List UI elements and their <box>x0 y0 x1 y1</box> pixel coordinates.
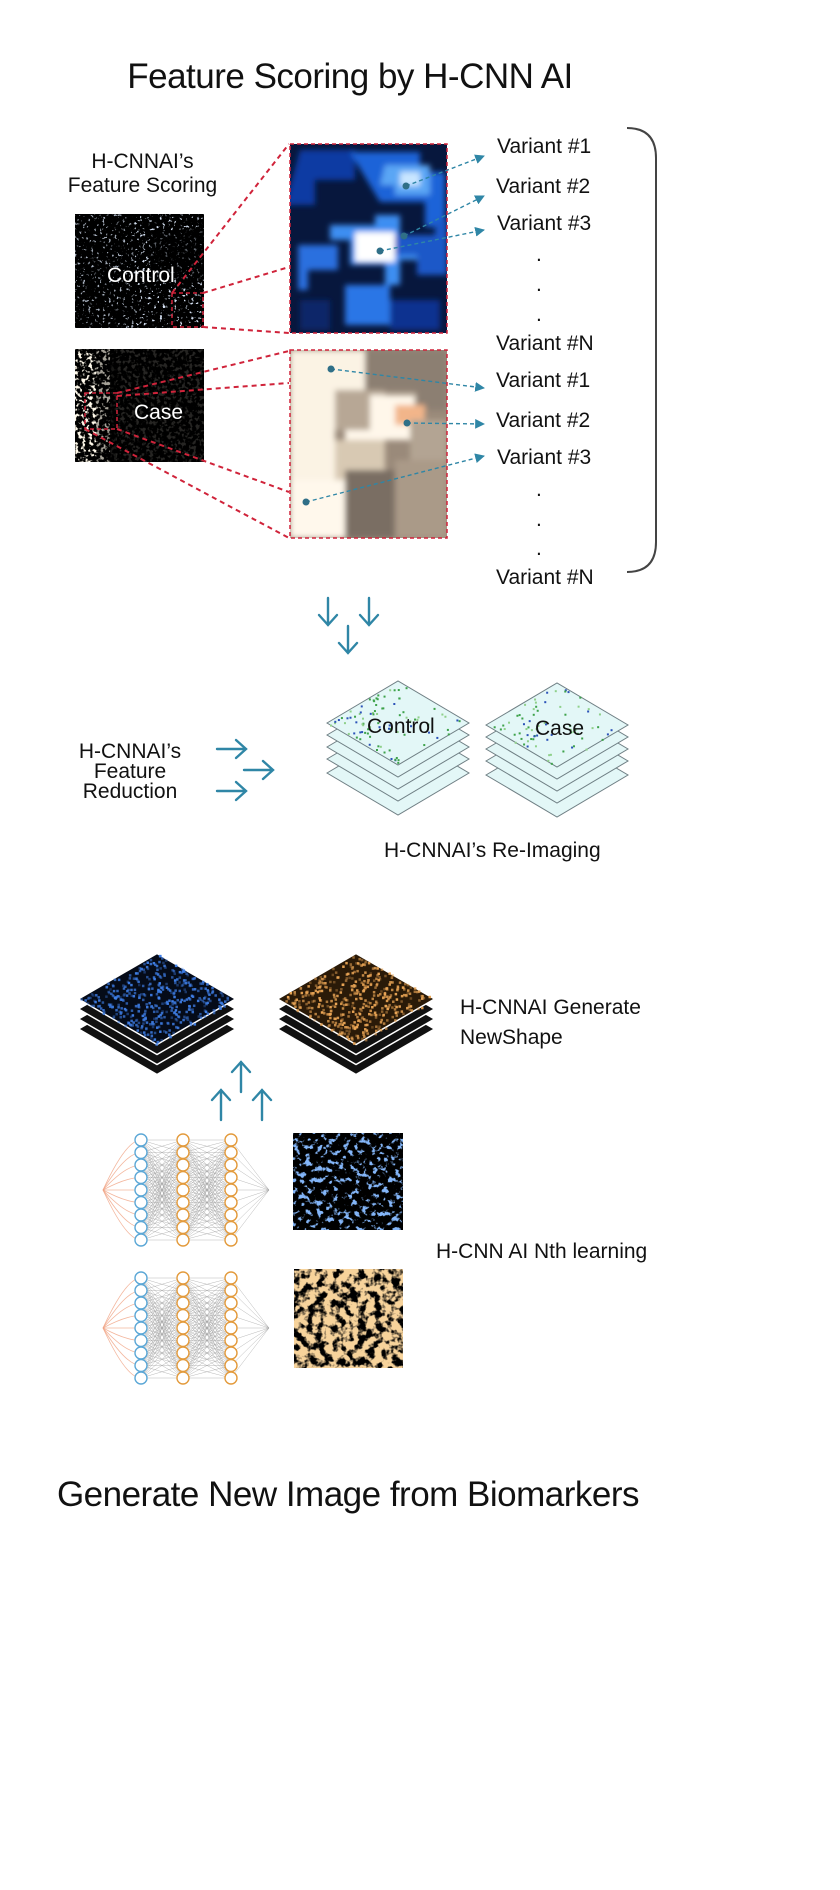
generate-label-line1: H-CNNAI Generate <box>460 996 641 1019</box>
stack-layer <box>326 680 470 766</box>
generated-amber-stack <box>276 952 436 1076</box>
control-variant-dot: . <box>536 243 542 266</box>
footer-title: Generate New Image from Biomarkers <box>56 1475 640 1514</box>
case-variant-dot: . <box>536 537 542 560</box>
right-arrow-icon <box>215 738 275 802</box>
up-arrow-icon <box>210 1060 273 1122</box>
case-variant-2: Variant #2 <box>496 409 591 432</box>
case-variant-dot: . <box>536 508 542 531</box>
down-arrow-icon <box>317 596 380 655</box>
amber-learning-image <box>294 1269 403 1368</box>
case-layer-stack <box>485 682 629 818</box>
reduction-label: H-CNNAI’s Feature Reduction <box>60 740 200 803</box>
control-variant-2: Variant #2 <box>496 175 591 198</box>
control-label: Control <box>107 264 175 287</box>
case-variant-n: Variant #N <box>496 566 594 589</box>
case-variant-1: Variant #1 <box>496 369 591 392</box>
scoring-label: H-CNNAI’s Feature Scoring <box>60 150 225 198</box>
stack-layer <box>485 682 629 768</box>
reduction-label-line1: H-CNNAI’s <box>78 740 182 763</box>
reduction-label-line3: Reduction <box>82 780 178 803</box>
blue-learning-image <box>293 1133 403 1230</box>
control-selection-box <box>171 292 204 328</box>
learning-label: H-CNN AI Nth learning <box>436 1240 648 1263</box>
stack-case-label: Case <box>535 717 585 740</box>
reduction-label-line2: Feature <box>93 760 167 783</box>
control-layer-stack <box>326 680 470 816</box>
control-variant-n: Variant #N <box>496 332 594 355</box>
variant-pointers <box>305 154 485 503</box>
control-variant-1: Variant #1 <box>497 135 592 158</box>
page-title: Feature Scoring by H-CNN AI <box>127 57 573 96</box>
case-thumbnail <box>75 349 204 462</box>
case-label: Case <box>134 401 184 424</box>
generated-blue-stack <box>77 952 237 1076</box>
variant-dots <box>302 182 411 506</box>
case-variant-dot: . <box>536 478 542 501</box>
control-thumbnail <box>75 214 204 328</box>
scoring-label-line2: Feature Scoring <box>67 174 218 197</box>
zoom-lines <box>84 143 290 539</box>
control-variant-dot: . <box>536 273 542 296</box>
generate-label: H-CNNAI Generate NewShape <box>460 993 641 1053</box>
case-variant-3: Variant #3 <box>497 446 592 469</box>
control-variant-dot: . <box>536 303 542 326</box>
stack-control-label: Control <box>367 715 435 738</box>
neural-network-icon <box>102 1271 270 1385</box>
case-selection-box <box>84 392 118 430</box>
neural-network-icon <box>102 1133 270 1247</box>
control-zoom-image <box>289 143 448 334</box>
generate-label-line2: NewShape <box>460 1026 563 1049</box>
reimaging-caption: H-CNNAI’s Re-Imaging <box>384 839 601 862</box>
case-zoom-image <box>289 349 448 539</box>
control-variant-3: Variant #3 <box>497 212 592 235</box>
scoring-label-line1: H-CNNAI’s <box>91 150 194 173</box>
right-brace <box>626 127 657 573</box>
